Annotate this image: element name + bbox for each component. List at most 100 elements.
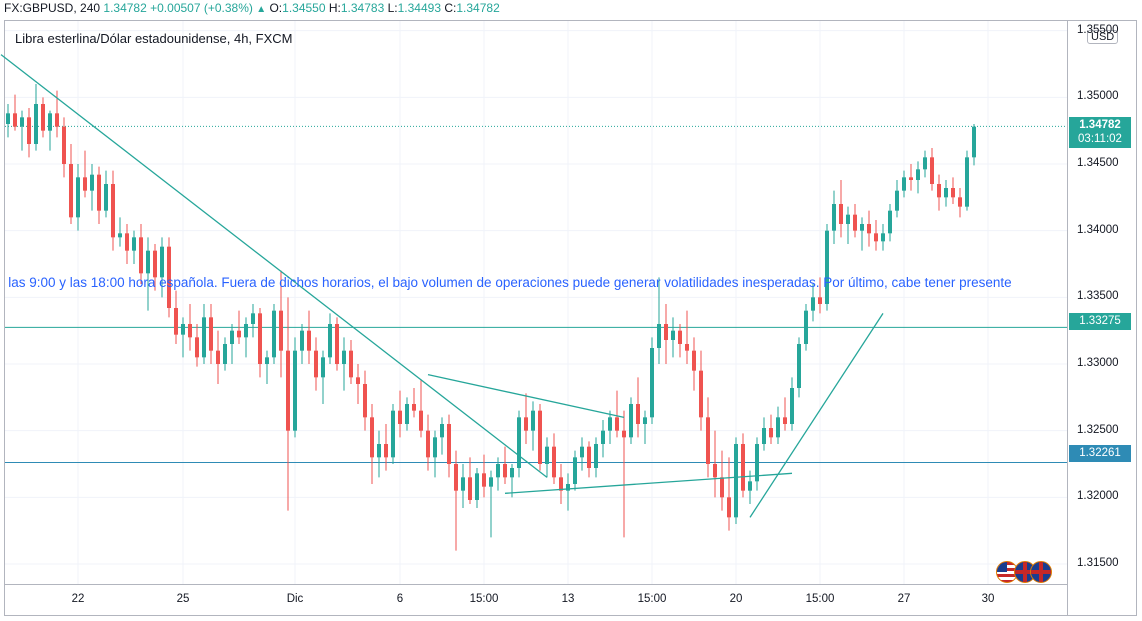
currency-button[interactable]: USD <box>1087 30 1119 44</box>
candle-body <box>769 428 773 438</box>
close-value: 1.34782 <box>456 1 500 15</box>
candle-body <box>594 444 598 468</box>
time-tick-label: Dic <box>286 593 304 605</box>
countdown-tag-value: 03:11:02 <box>1078 133 1122 145</box>
candle-body <box>573 457 577 484</box>
candle-body <box>860 224 864 231</box>
open-label: O: <box>269 1 283 15</box>
candle-body <box>657 324 661 348</box>
candle-body <box>538 410 542 464</box>
candle-body <box>741 444 745 491</box>
candle-body <box>930 157 934 184</box>
price-tick-label: 1.31500 <box>1077 557 1119 569</box>
time-tick-label: 30 <box>981 593 995 605</box>
last-price-tag-value: 1.34782 <box>1079 119 1121 131</box>
trendline <box>749 312 884 518</box>
candle-body <box>328 324 332 358</box>
candle-body <box>895 190 899 211</box>
candle-body <box>6 113 10 124</box>
candle-body <box>307 330 311 351</box>
series-legend[interactable]: Libra esterlina/Dólar estadounidense, 4h… <box>15 31 293 46</box>
candle-body <box>125 233 129 251</box>
candle-body <box>944 188 948 198</box>
time-tick-label: 25 <box>176 593 190 605</box>
level-upper-tag: 1.33275 <box>1069 313 1131 330</box>
candle-body <box>160 246 164 278</box>
open-value: 1.34550 <box>282 1 326 15</box>
candle-body <box>293 350 297 431</box>
candle-body <box>650 348 654 418</box>
candle-body <box>391 410 395 458</box>
last-price-tag: 1.34782 03:11:02 <box>1069 117 1131 148</box>
candle-body <box>286 350 290 431</box>
candle-body <box>797 344 801 388</box>
candle-body <box>804 310 808 344</box>
trendline <box>0 54 548 478</box>
candle-body <box>678 330 682 344</box>
candle-body <box>776 417 780 438</box>
candle-body <box>55 113 59 127</box>
candle-body <box>132 237 136 251</box>
candle-body <box>412 404 416 411</box>
symbol-label[interactable]: FX:GBPUSD, 240 <box>4 1 101 15</box>
candle-body <box>475 473 479 500</box>
price-tick-label: 1.34500 <box>1077 157 1119 169</box>
candle-body <box>188 324 192 338</box>
high-value: 1.34783 <box>340 1 385 15</box>
uk-flag-icon[interactable] <box>1030 561 1052 583</box>
price-tick-label: 1.33000 <box>1077 357 1119 369</box>
time-tick-label: 15:00 <box>469 593 499 605</box>
candle-body <box>762 428 766 444</box>
candle-body <box>503 464 507 478</box>
events-flags[interactable] <box>996 561 1054 583</box>
candle-body <box>755 444 759 482</box>
candle-body <box>69 164 73 218</box>
candle-body <box>363 384 367 418</box>
low-label: L: <box>387 1 398 15</box>
candle-body <box>118 233 122 238</box>
time-tick-label: 22 <box>71 593 85 605</box>
candle-body <box>209 317 213 351</box>
time-tick-label: 20 <box>729 593 743 605</box>
candle-body <box>916 169 920 180</box>
candle-body <box>923 157 927 170</box>
candle-body <box>489 477 493 487</box>
candle-body <box>195 337 199 358</box>
candle-body <box>34 104 38 144</box>
price-tick-label: 1.32500 <box>1077 423 1119 436</box>
candle-body <box>174 308 178 335</box>
candle-body <box>230 330 234 344</box>
ohlc-header: FX:GBPUSD, 240 1.34782 +0.00507 (+0.38%)… <box>4 0 500 17</box>
candle-body <box>951 188 955 198</box>
candle-body <box>83 177 87 191</box>
candle-body <box>559 477 563 491</box>
candle-body <box>783 417 787 424</box>
candle-body <box>62 126 66 164</box>
candle-body <box>699 370 703 418</box>
candle-body <box>405 404 409 424</box>
time-tick-label: 27 <box>897 593 911 605</box>
candle-body <box>825 230 829 304</box>
candle-body <box>335 324 339 364</box>
candle-body <box>706 417 710 464</box>
candle-body <box>90 174 94 191</box>
disclaimer-text: e las 9:00 y las 18:00 hora española. Fu… <box>5 275 1012 290</box>
trendline <box>427 374 625 418</box>
candle-body <box>566 484 570 491</box>
candle-body <box>790 388 794 424</box>
level-lower-tag: 1.32261 <box>1069 445 1131 462</box>
candle-body <box>48 113 52 131</box>
candle-body <box>265 357 269 364</box>
candle-body <box>972 126 976 158</box>
candle-body <box>545 446 549 464</box>
price-tick-label: 1.35000 <box>1077 90 1119 103</box>
candle-body <box>20 117 24 127</box>
up-arrow-icon: ▲ <box>256 4 267 15</box>
candle-body <box>426 430 430 458</box>
candle-body <box>496 464 500 478</box>
candle-body <box>321 357 325 378</box>
candle-body <box>629 404 633 438</box>
candle-body <box>937 184 941 198</box>
